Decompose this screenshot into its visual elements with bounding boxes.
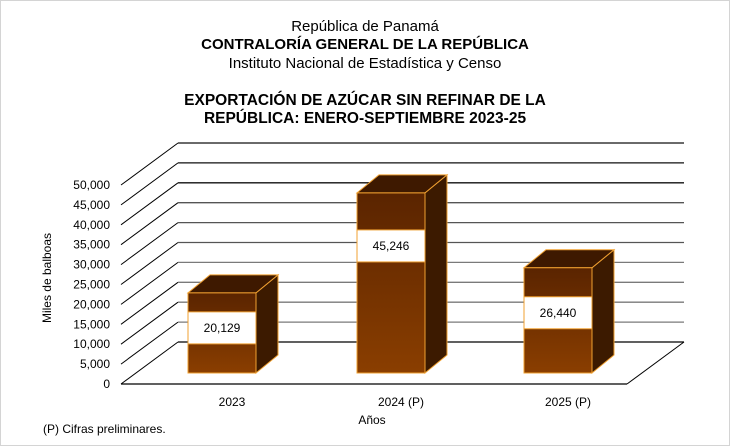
data-label: 45,246 [373,239,410,253]
x-axis-ticks: 2023 2024 (P) 2025 (P) [219,395,591,409]
y-tick-label: 30,000 [73,258,110,272]
gridline-diagonal [120,182,179,226]
footnote: (P) Cifras preliminares. [43,422,166,436]
bar-front-face [356,192,426,374]
y-tick-label: 20,000 [73,297,110,311]
y-tick-label: 5,000 [80,357,110,371]
y-tick-label: 45,000 [73,198,110,212]
x-tick-label: 2025 (P) [545,395,591,409]
y-axis-label: Miles de balboas [40,233,54,323]
bar: 26,440 [522,248,616,375]
gridline-diagonal [120,242,179,285]
header-country: República de Panamá [291,18,439,35]
x-axis-label: Años [358,413,385,427]
data-label: 20,129 [204,321,241,335]
y-tick-label: 10,000 [73,337,110,351]
x-tick-label: 2024 (P) [378,395,424,409]
y-tick-label: 50,000 [73,178,110,192]
gridline-diagonal [120,281,179,325]
data-label-box [187,311,257,345]
bar: 20,129 [186,273,280,375]
header-institution: CONTRALORÍA GENERAL DE LA REPÚBLICA [201,36,529,53]
data-label-box [356,229,426,263]
data-label: 26,440 [540,306,577,320]
gridline-diagonal [120,222,179,266]
bar-side-face [424,173,448,375]
floor-right-edge [626,341,685,385]
y-tick-label: 0 [103,377,110,391]
data-label-box [523,296,593,330]
y-tick-label: 25,000 [73,278,110,292]
bars: 20,129 45,246 26,440 [186,173,616,375]
gridline-diagonal [120,301,179,345]
x-tick-label: 2023 [219,395,246,409]
chart-title-line-2: REPÚBLICA: ENERO-SEPTIEMBRE 2023-25 [203,110,527,127]
header-institute: Instituto Nacional de Estadística y Cens… [228,55,502,72]
y-tick-label: 35,000 [73,238,110,252]
bar-side-face [591,248,615,375]
gridline-diagonal [120,162,179,206]
y-tick-label: 15,000 [73,317,110,331]
y-tick-label: 40,000 [73,218,110,232]
gridline-diagonal [120,341,179,385]
y-axis-ticks: 0 5,000 10,000 15,000 20,000 25,000 30,000 35,0… [73,178,110,391]
gridline-diagonal [120,261,179,305]
gridline-diagonal [120,202,179,246]
chart-title-line-1: EXPORTACIÓN DE AZÚCAR SIN REFINAR DE LA [184,92,546,109]
gridline-diagonal [120,321,179,365]
bar: 45,246 [355,173,449,375]
gridline-diagonal [120,142,179,186]
